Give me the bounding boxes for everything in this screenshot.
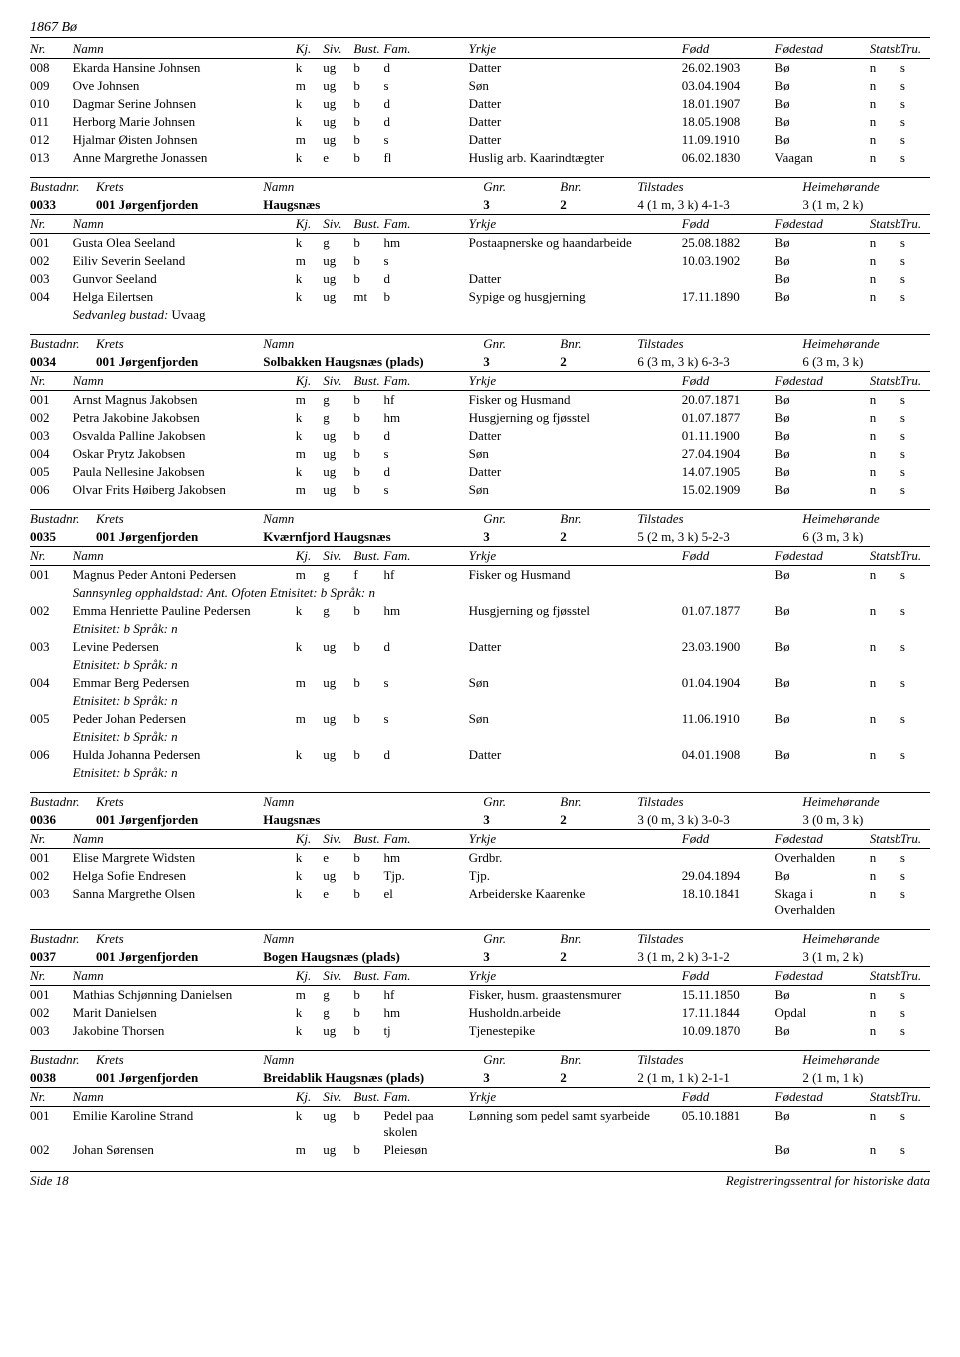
person-row: 003Osvalda Palline Jakobsenkugbd Datter0… [30,427,930,445]
person-extra: Etnisitet: b Språk: n [30,764,930,782]
person-row: 002Johan SørensenmugbPleiesøn Bøns [30,1141,930,1159]
person-row: 003Levine Pedersenkugbd Datter23.03.1900… [30,638,930,656]
person-row: 001Elise Margrete Widstenkebhm Grdbr.Ove… [30,849,930,867]
bustad-row: 0037001 JørgenfjordenBogen Haugsnæs (pla… [30,948,930,967]
person-row: 012Hjalmar Øisten Johnsenmugbs Datter11.… [30,131,930,149]
person-row: 002Marit Danielsenkgbhm Husholdn.arbeide… [30,1004,930,1022]
bustad-header: Bustadnr.KretsNamn Gnr.Bnr.TilstadesHeim… [30,930,930,949]
bustad-row: 0035001 JørgenfjordenKværnfjord Haugsnæs… [30,528,930,547]
person-row: 002Helga Sofie EndresenkugbTjp. Tjp.29.0… [30,867,930,885]
person-row: 006Hulda Johanna Pedersenkugbd Datter04.… [30,746,930,764]
bustad-header: Bustadnr.KretsNamn Gnr.Bnr.TilstadesHeim… [30,335,930,354]
person-extra: Etnisitet: b Språk: n [30,692,930,710]
person-extra: Etnisitet: b Språk: n [30,656,930,674]
bustad-row: 0036001 JørgenfjordenHaugsnæs 323 (0 m, … [30,811,930,830]
bustad-header: Bustadnr.KretsNamn Gnr.Bnr.TilstadesHeim… [30,793,930,812]
column-header: Nr.NamnKj.Siv.Bust.Fam. YrkjeFøddFødesta… [30,830,930,849]
person-row: 005Paula Nellesine Jakobsenkugbd Datter1… [30,463,930,481]
person-row: 001Mathias Schjønning Danielsenmgbhf Fis… [30,986,930,1004]
person-row: 001Emilie Karoline StrandkugbPedel paa s… [30,1107,930,1141]
column-header: Nr.NamnKj.Siv.Bust.Fam. YrkjeFøddFødesta… [30,40,930,59]
person-row: 006Olvar Frits Høiberg Jakobsenmugbs Søn… [30,481,930,499]
person-row: 009Ove Johnsenmugbs Søn03.04.1904Bøns [30,77,930,95]
bustad-row: 0034001 JørgenfjordenSolbakken Haugsnæs … [30,353,930,372]
person-row: 011Herborg Marie Johnsenkugbd Datter18.0… [30,113,930,131]
footer-right: Registreringssentral for historiske data [726,1173,930,1189]
column-header: Nr.NamnKj.Siv.Bust.Fam. YrkjeFøddFødesta… [30,1088,930,1107]
footer-left: Side 18 [30,1173,69,1189]
person-extra: Etnisitet: b Språk: n [30,620,930,638]
person-row: 002Eiliv Severin Seelandmugbs 10.03.1902… [30,252,930,270]
person-row: 008Ekarda Hansine Johnsenkugbd Datter26.… [30,59,930,77]
person-row: 003Gunvor Seelandkugbd DatterBøns [30,270,930,288]
column-header: Nr.NamnKj.Siv.Bust.Fam. YrkjeFøddFødesta… [30,215,930,234]
person-row: 004Oskar Prytz Jakobsenmugbs Søn27.04.19… [30,445,930,463]
bustad-row: 0038001 JørgenfjordenBreidablik Haugsnæs… [30,1069,930,1088]
bustad-header: Bustadnr.KretsNamn Gnr.Bnr.TilstadesHeim… [30,510,930,529]
person-row: 004Emmar Berg Pedersenmugbs Søn01.04.190… [30,674,930,692]
person-row: 003Jakobine Thorsenkugbtj Tjenestepike10… [30,1022,930,1040]
person-row: 013Anne Margrethe Jonassenkebfl Huslig a… [30,149,930,167]
page-title: 1867 Bø [30,20,930,38]
column-header: Nr.NamnKj.Siv.Bust.Fam. YrkjeFøddFødesta… [30,547,930,566]
column-header: Nr.NamnKj.Siv.Bust.Fam. YrkjeFøddFødesta… [30,372,930,391]
person-row: 003Sanna Margrethe Olsenkebel Arbeidersk… [30,885,930,919]
person-row: 001Gusta Olea Seelandkgbhm Postaapnerske… [30,234,930,252]
person-row: 001Arnst Magnus Jakobsenmgbhf Fisker og … [30,391,930,409]
person-extra: Sedvanleg bustad: Uvaag [30,306,930,324]
person-row: 005Peder Johan Pedersenmugbs Søn11.06.19… [30,710,930,728]
column-header: Nr.NamnKj.Siv.Bust.Fam. YrkjeFøddFødesta… [30,967,930,986]
bustad-header: Bustadnr.KretsNamn Gnr.Bnr.TilstadesHeim… [30,1051,930,1070]
person-extra: Sannsynleg opphaldstad: Ant. Ofoten Etni… [30,584,930,602]
person-row: 002Emma Henriette Pauline Pedersenkgbhm … [30,602,930,620]
person-row: 010Dagmar Serine Johnsenkugbd Datter18.0… [30,95,930,113]
page-footer: Side 18 Registreringssentral for histori… [30,1171,930,1189]
person-extra: Etnisitet: b Språk: n [30,728,930,746]
bustad-row: 0033001 JørgenfjordenHaugsnæs 324 (1 m, … [30,196,930,215]
bustad-header: Bustadnr.KretsNamn Gnr.Bnr.TilstadesHeim… [30,178,930,197]
person-row: 001Magnus Peder Antoni Pedersenmgfhf Fis… [30,566,930,584]
person-row: 002Petra Jakobine Jakobsenkgbhm Husgjern… [30,409,930,427]
person-row: 004Helga Eilertsenkugmtb Sypige og husgj… [30,288,930,306]
